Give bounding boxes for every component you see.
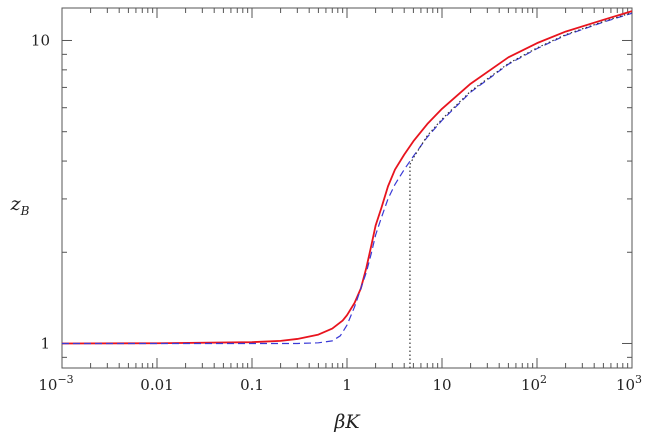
x-tick-label: 10−3 xyxy=(38,373,73,394)
y-tick-label: 1 xyxy=(40,334,50,352)
series-line-dotted xyxy=(409,12,633,165)
x-tick-label: 10 xyxy=(432,376,451,394)
x-tick-label: 0.01 xyxy=(140,376,173,394)
series-line-solid xyxy=(61,10,633,345)
x-tick-exponent: 3 xyxy=(635,373,642,386)
x-tick-label: 1 xyxy=(342,376,352,394)
y-tick-labels: 1 10 xyxy=(31,31,50,352)
x-tick-label: 102 xyxy=(521,373,547,394)
x-tick-exponent: 2 xyxy=(540,373,547,386)
x-axis-label: βK xyxy=(333,411,361,433)
x-tick-labels: 10−3 0.01 0.1 1 10 102 103 xyxy=(38,373,642,394)
x-tick-label: 103 xyxy=(616,373,642,394)
y-axis-label: zB xyxy=(10,193,30,218)
series-group xyxy=(61,10,633,345)
y-axis-label-subscript: B xyxy=(20,204,30,218)
axis-ticks xyxy=(61,8,633,368)
y-tick-label: 10 xyxy=(31,31,50,49)
series-line-dashed xyxy=(62,12,633,345)
x-tick-exponent: −3 xyxy=(57,373,73,386)
x-tick-label: 0.1 xyxy=(240,376,264,394)
